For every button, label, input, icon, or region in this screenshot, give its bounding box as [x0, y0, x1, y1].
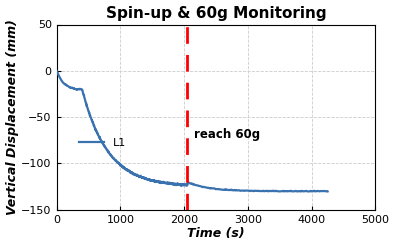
- X-axis label: Time (s): Time (s): [187, 228, 245, 240]
- L1: [54, 69, 59, 72]
- Legend: L1: L1: [75, 134, 130, 152]
- L1: [58, 77, 62, 79]
- L1: [128, 171, 133, 174]
- L1: [207, 186, 212, 189]
- Line: L1: L1: [56, 71, 327, 192]
- L1: [65, 84, 70, 87]
- Title: Spin-up & 60g Monitoring: Spin-up & 60g Monitoring: [106, 6, 326, 21]
- Y-axis label: Vertical Displacement (mm): Vertical Displacement (mm): [6, 19, 19, 215]
- L1: [325, 190, 330, 193]
- L1: [71, 87, 75, 90]
- Text: reach 60g: reach 60g: [194, 127, 260, 140]
- L1: [107, 152, 112, 154]
- L1: [299, 190, 303, 193]
